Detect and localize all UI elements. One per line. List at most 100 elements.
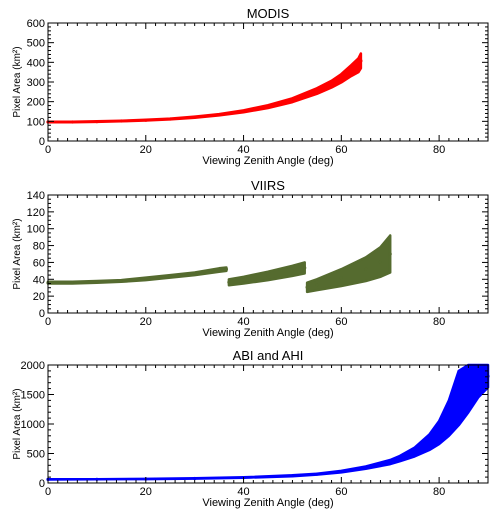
modis-y-tick-labels: 0 100 200 300 400 500 600 bbox=[27, 18, 45, 148]
modis-data-point bbox=[356, 63, 360, 67]
modis-data-point bbox=[95, 120, 99, 124]
viirs-data-band bbox=[46, 266, 228, 285]
modis-data-point bbox=[217, 113, 221, 117]
viirs-data-point bbox=[217, 268, 221, 272]
viirs-y-tick-label: 120 bbox=[27, 207, 45, 219]
abi-ahi-x-tick-label: 60 bbox=[335, 486, 347, 498]
modis-data-point bbox=[144, 118, 148, 122]
viirs-data-point bbox=[70, 281, 74, 285]
modis-data-point bbox=[193, 115, 197, 119]
viirs-x-tick-label: 40 bbox=[237, 316, 249, 328]
abi-ahi-y-tick-label: 1000 bbox=[21, 419, 45, 431]
abi-ahi-data-point bbox=[447, 416, 451, 420]
viirs-x-tick-labels: 0 20 40 60 80 bbox=[45, 316, 445, 328]
abi-ahi-data-point bbox=[364, 466, 368, 470]
modis-bands bbox=[46, 52, 363, 124]
viirs-x-tick-label: 80 bbox=[433, 316, 445, 328]
modis-y-tick-label: 0 bbox=[39, 136, 45, 148]
panel-viirs: VIIRS 0 20 40 60 80 0 20 40 60 80 100 12… bbox=[12, 178, 489, 339]
viirs-data-point bbox=[290, 269, 294, 273]
viirs-x-axis-label: Viewing Zenith Angle (deg) bbox=[202, 327, 333, 339]
modis-x-tick-label: 20 bbox=[140, 144, 152, 156]
abi-ahi-data-point bbox=[315, 472, 319, 476]
modis-x-tick-label: 60 bbox=[335, 144, 347, 156]
abi-ahi-x-tick-label: 20 bbox=[140, 486, 152, 498]
panel-modis: MODIS 0 20 40 60 80 0 100 200 300 400 50… bbox=[12, 6, 489, 167]
abi-ahi-y-tick-labels: 0 500 1000 1500 2000 bbox=[21, 360, 45, 490]
modis-y-tick-label: 400 bbox=[27, 57, 45, 69]
abi-ahi-data-point bbox=[437, 431, 441, 435]
viirs-y-tick-label: 60 bbox=[33, 257, 45, 269]
abi-ahi-y-axis-label: Pixel Area (km²) bbox=[12, 388, 23, 459]
abi-ahi-title: ABI and AHI bbox=[233, 348, 304, 363]
abi-ahi-data-band bbox=[46, 363, 490, 481]
modis-x-tick-label: 40 bbox=[237, 144, 249, 156]
modis-data-point bbox=[119, 119, 123, 123]
viirs-data-point bbox=[224, 267, 228, 271]
viirs-y-tick-label: 40 bbox=[33, 274, 45, 286]
abi-ahi-data-point bbox=[476, 379, 480, 383]
viirs-y-tick-label: 0 bbox=[39, 308, 45, 320]
viirs-y-tick-label: 100 bbox=[27, 224, 45, 236]
panel-abi-ahi: ABI and AHI 0 20 40 60 80 0 500 1000 150… bbox=[12, 348, 490, 509]
abi-ahi-bands bbox=[46, 363, 490, 481]
abi-ahi-data-point bbox=[95, 477, 99, 481]
viirs-data-band bbox=[227, 261, 306, 287]
abi-ahi-y-tick-label: 1500 bbox=[21, 390, 45, 402]
modis-data-point bbox=[266, 105, 270, 109]
viirs-data-point bbox=[119, 279, 123, 283]
modis-y-axis-label: Pixel Area (km²) bbox=[12, 46, 23, 117]
viirs-data-point bbox=[364, 267, 368, 271]
viirs-minor-ticks bbox=[47, 194, 489, 314]
viirs-data-point bbox=[339, 276, 343, 280]
viirs-data-point bbox=[315, 283, 319, 287]
modis-y-tick-label: 300 bbox=[27, 77, 45, 89]
abi-ahi-x-tick-label: 0 bbox=[45, 486, 51, 498]
viirs-y-tick-label: 20 bbox=[33, 291, 45, 303]
abi-ahi-y-tick-label: 2000 bbox=[21, 360, 45, 372]
modis-x-tick-label: 0 bbox=[45, 144, 51, 156]
abi-ahi-y-tick-label: 0 bbox=[39, 478, 45, 490]
modis-data-point bbox=[242, 109, 246, 113]
viirs-data-band bbox=[305, 234, 392, 294]
abi-ahi-data-point bbox=[457, 396, 461, 400]
abi-ahi-minor-ticks bbox=[47, 364, 489, 484]
modis-y-tick-label: 100 bbox=[27, 116, 45, 128]
modis-x-axis-label: Viewing Zenith Angle (deg) bbox=[202, 155, 333, 167]
abi-ahi-data-point bbox=[290, 474, 294, 478]
modis-y-tick-label: 500 bbox=[27, 38, 45, 50]
abi-ahi-x-axis-label: Viewing Zenith Angle (deg) bbox=[202, 497, 333, 509]
abi-ahi-y-tick-label: 500 bbox=[27, 449, 45, 461]
abi-ahi-data-point bbox=[193, 476, 197, 481]
viirs-x-tick-label: 60 bbox=[335, 316, 347, 328]
modis-y-tick-label: 600 bbox=[27, 18, 45, 30]
abi-ahi-data-point bbox=[427, 440, 431, 444]
modis-data-point bbox=[290, 98, 294, 102]
viirs-y-tick-label: 140 bbox=[27, 190, 45, 202]
abi-ahi-data-point bbox=[466, 387, 470, 391]
viirs-data-point bbox=[388, 252, 392, 256]
modis-data-point bbox=[315, 89, 319, 93]
viirs-x-tick-label: 20 bbox=[140, 316, 152, 328]
viirs-data-point bbox=[303, 266, 307, 270]
viirs-data-point bbox=[242, 278, 246, 282]
viirs-y-tick-labels: 0 20 40 60 80 100 120 140 bbox=[27, 190, 45, 320]
viirs-data-point bbox=[305, 285, 309, 289]
modis-data-point bbox=[359, 59, 363, 63]
modis-minor-ticks bbox=[47, 22, 489, 142]
viirs-data-point bbox=[95, 280, 99, 284]
viirs-data-point bbox=[227, 280, 231, 284]
modis-data-point bbox=[339, 76, 343, 80]
abi-ahi-x-tick-label: 40 bbox=[237, 486, 249, 498]
viirs-data-point bbox=[168, 274, 172, 278]
viirs-y-tick-label: 80 bbox=[33, 241, 45, 253]
abi-ahi-data-point bbox=[388, 460, 392, 464]
modis-data-point bbox=[70, 120, 74, 124]
abi-ahi-data-point bbox=[339, 470, 343, 474]
modis-data-band bbox=[46, 52, 363, 124]
modis-data-point bbox=[168, 117, 172, 121]
modis-data-point bbox=[330, 82, 334, 86]
viirs-data-point bbox=[378, 260, 382, 264]
modis-title: MODIS bbox=[247, 6, 290, 21]
